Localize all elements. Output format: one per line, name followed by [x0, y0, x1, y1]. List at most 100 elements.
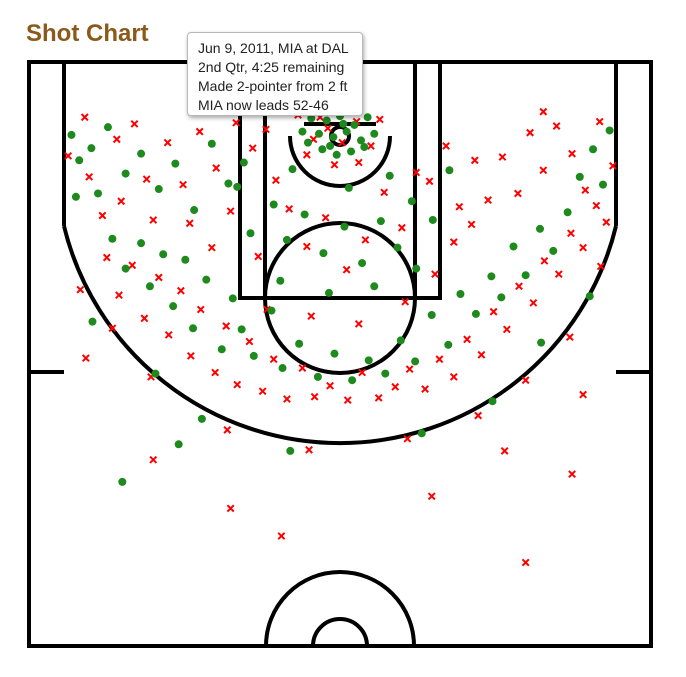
made-shot-marker — [145, 282, 154, 291]
made-shot-marker — [329, 133, 338, 142]
missed-shot-marker — [186, 351, 195, 360]
free-throw-arc-bottom — [263, 297, 417, 375]
missed-shot-marker — [425, 177, 434, 186]
missed-shot-marker — [164, 330, 173, 339]
made-shot-marker — [137, 239, 146, 248]
missed-shot-marker — [302, 150, 311, 159]
missed-shot-marker — [435, 355, 444, 364]
made-shot-marker — [536, 224, 545, 233]
missed-shot-marker — [568, 470, 576, 479]
missed-shot-marker — [102, 253, 111, 262]
missed-shot-marker — [397, 223, 406, 232]
made-shot-marker — [407, 197, 416, 206]
made-shot-marker — [121, 264, 130, 273]
missed-shot-marker — [283, 395, 291, 403]
made-shot-marker — [233, 182, 242, 191]
made-shot-marker — [339, 119, 348, 128]
missed-shot-marker — [539, 166, 548, 175]
missed-shot-marker — [592, 201, 601, 210]
missed-shot-marker — [602, 218, 611, 227]
missed-shot-marker — [581, 186, 590, 195]
made-shot-marker — [344, 183, 353, 192]
made-shot-marker — [239, 158, 248, 167]
missed-shot-marker — [81, 354, 90, 363]
made-shot-marker — [549, 246, 558, 255]
made-shot-marker — [228, 294, 237, 303]
missed-shot-marker — [115, 291, 123, 300]
made-shot-marker — [356, 136, 365, 145]
tooltip-game: Jun 9, 2011, MIA at DAL — [198, 40, 349, 56]
made-shot-marker — [363, 113, 372, 122]
made-shots — [67, 112, 614, 486]
free-throw-arc-top — [263, 221, 417, 299]
restricted-area — [288, 135, 392, 188]
missed-shot-marker — [185, 219, 194, 228]
court-boundary — [27, 60, 653, 648]
missed-shot-marker — [226, 207, 235, 216]
made-shot-marker — [326, 141, 335, 150]
made-shot-marker — [286, 446, 295, 455]
made-shot-marker — [295, 339, 304, 348]
missed-shot-marker — [212, 164, 221, 172]
missed-shot-marker — [112, 135, 121, 144]
tooltip-time: 2nd Qtr, 4:25 remaining — [198, 59, 345, 75]
missed-shot-marker — [609, 161, 617, 170]
made-shot-marker — [121, 169, 130, 178]
missed-shot-marker — [375, 115, 384, 124]
made-shot-marker — [411, 357, 420, 366]
missed-shot-marker — [258, 387, 267, 396]
missed-shot-marker — [403, 434, 412, 443]
missed-shot-marker — [98, 211, 107, 220]
missed-shot-marker — [211, 368, 220, 377]
missed-shot-marker — [529, 298, 538, 307]
made-shot-marker — [348, 376, 357, 385]
missed-shot-marker — [449, 372, 458, 381]
missed-shot-marker — [326, 381, 334, 390]
made-shot-marker — [358, 259, 367, 268]
three-point-arc — [62, 225, 618, 446]
missed-shot-marker — [262, 125, 270, 134]
made-shot-marker — [246, 229, 255, 238]
missed-shot-marker — [391, 382, 400, 391]
missed-shot-marker — [269, 355, 278, 364]
missed-shot-marker — [272, 176, 280, 185]
missed-shot-marker — [128, 261, 137, 270]
missed-shot-marker — [140, 314, 149, 323]
missed-shot-marker — [521, 558, 530, 567]
missed-shot-marker — [226, 504, 235, 513]
made-shot-marker — [137, 149, 146, 158]
made-shot-marker — [396, 336, 405, 345]
made-shot-marker — [412, 264, 421, 273]
missed-shot-marker — [539, 107, 548, 116]
made-shot-marker — [249, 351, 258, 360]
missed-shot-marker — [358, 368, 367, 377]
made-shot-marker — [471, 309, 480, 318]
missed-shot-marker — [342, 265, 351, 274]
missed-shot-marker — [285, 205, 294, 213]
missed-shot-marker — [596, 262, 605, 271]
center-circle-outer — [264, 570, 416, 647]
made-shot-marker — [360, 143, 369, 152]
missed-shot-marker — [526, 128, 534, 137]
missed-shot-marker — [579, 243, 588, 252]
made-shot-marker — [456, 290, 465, 299]
missed-shot-marker — [442, 142, 450, 150]
missed-shots — [64, 107, 617, 567]
missed-shot-marker — [595, 117, 604, 126]
missed-shot-marker — [207, 243, 216, 252]
made-shot-marker — [267, 306, 276, 315]
missed-shot-marker — [245, 337, 254, 346]
missed-shot-marker — [321, 213, 330, 222]
missed-shot-marker — [567, 229, 575, 238]
missed-shot-marker — [163, 138, 172, 147]
missed-shot-marker — [233, 380, 242, 389]
missed-shot-marker — [85, 172, 94, 181]
made-shot-marker — [537, 338, 546, 347]
made-shot-marker — [497, 293, 506, 302]
missed-shot-marker — [76, 285, 85, 294]
made-shot-marker — [575, 172, 584, 181]
missed-shot-marker — [405, 365, 414, 374]
missed-shot-marker — [463, 335, 471, 344]
missed-shot-marker — [515, 282, 523, 291]
